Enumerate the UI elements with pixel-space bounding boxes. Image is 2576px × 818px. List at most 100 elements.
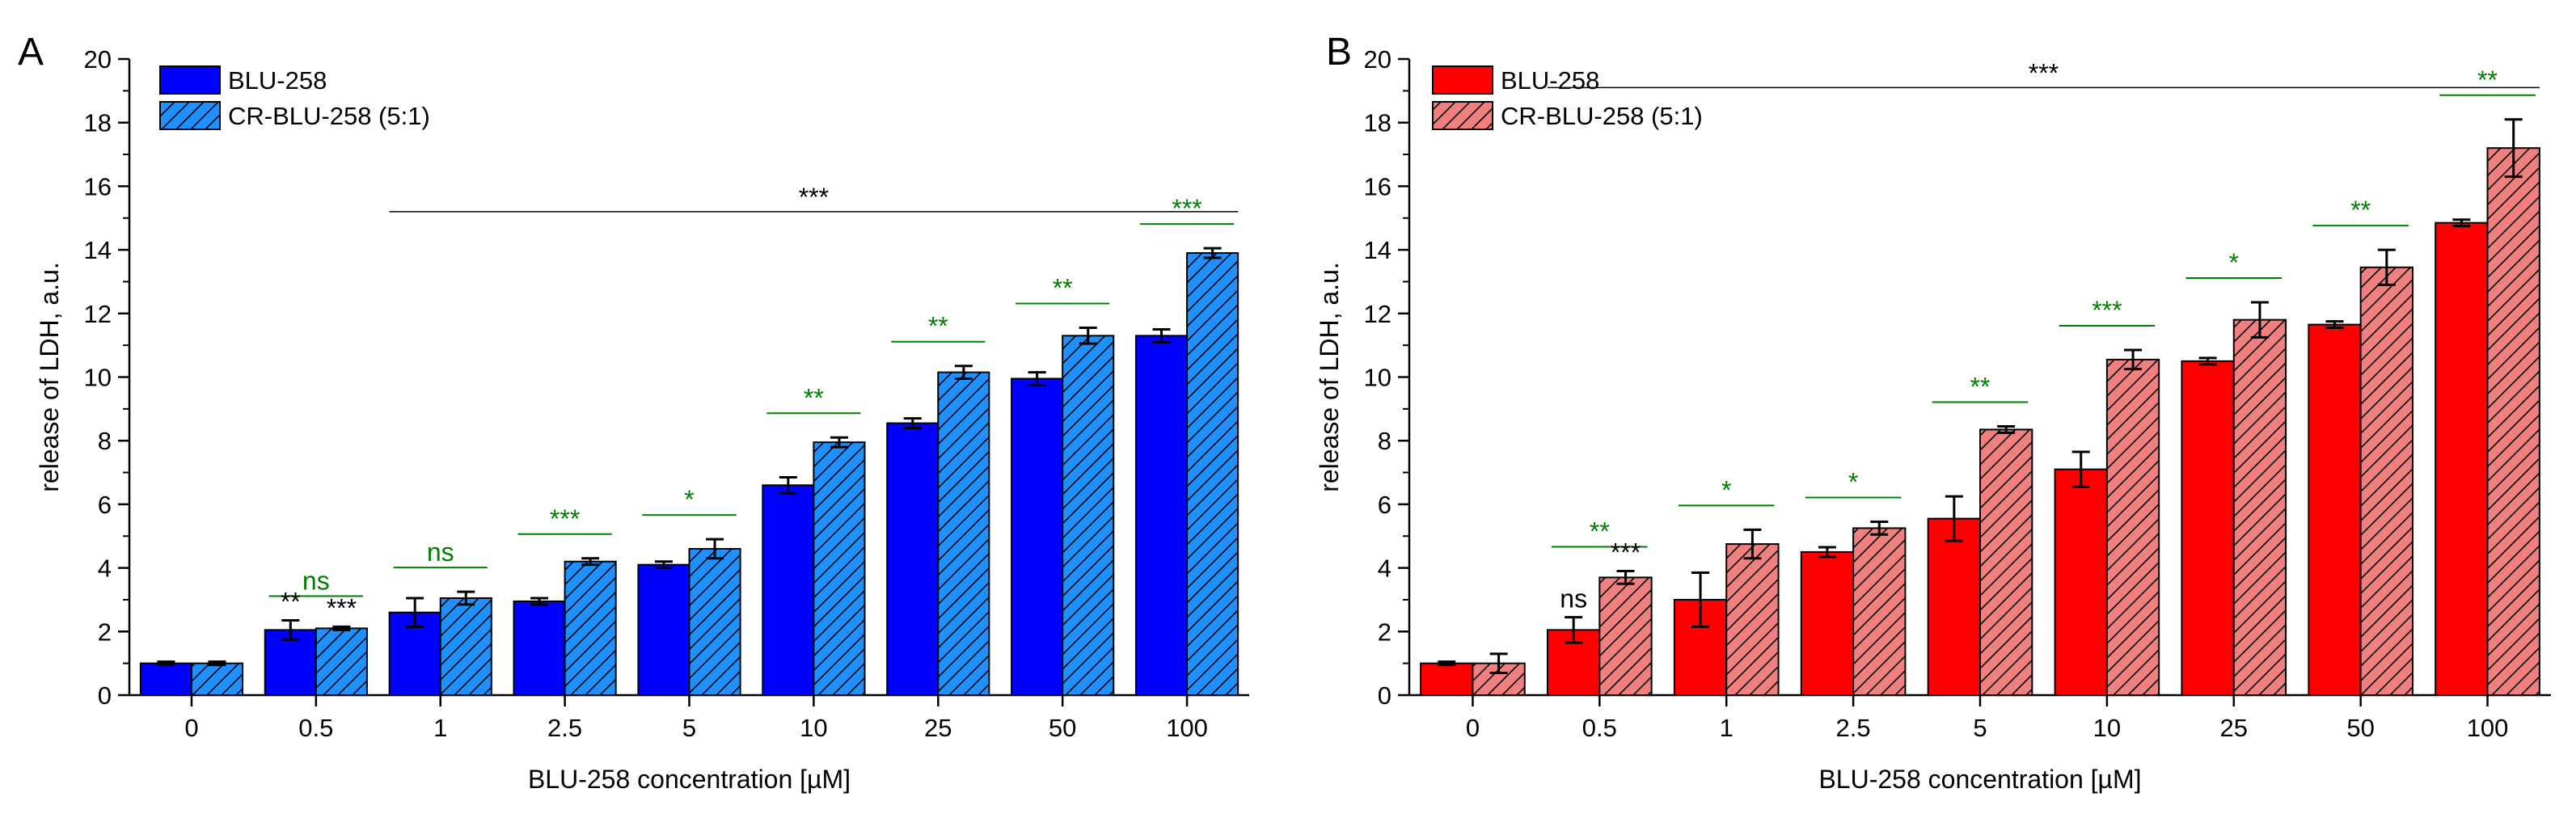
significance-label: *** [2092, 296, 2122, 325]
significance-label: * [1848, 468, 1858, 497]
panel-label: B [1326, 31, 1352, 74]
y-axis-label: release of LDH, a.u. [1315, 262, 1344, 492]
y-tick-label: 12 [1364, 300, 1391, 328]
bar-series-1 [637, 563, 690, 696]
bar-series-2 [1725, 543, 1780, 697]
bar-series-2 [2232, 318, 2287, 696]
x-tick-label: 50 [1049, 714, 1076, 742]
legend-label: CR-BLU-258 (5:1) [1501, 102, 1703, 130]
y-tick-label: 8 [98, 427, 112, 455]
y-tick-label: 0 [98, 681, 112, 710]
x-tick-label: 2.5 [547, 714, 582, 742]
significance-label: * [684, 485, 694, 514]
bar-series-1 [1134, 335, 1189, 696]
bar-series-2 [564, 560, 617, 696]
x-tick-label: 0.5 [1582, 714, 1617, 742]
x-tick-label: 100 [1166, 714, 1208, 742]
legend-label: CR-BLU-258 (5:1) [228, 102, 430, 130]
bar-series-1 [762, 484, 815, 696]
bar-series-2 [190, 662, 244, 697]
x-axis-label: BLU-258 concentration [µM] [528, 765, 851, 794]
span-significance-label: *** [2029, 58, 2059, 87]
bar-series-2 [2105, 358, 2160, 696]
y-tick-label: 16 [84, 172, 112, 200]
bar-series-1 [1800, 550, 1855, 696]
y-tick-label: 18 [1364, 109, 1391, 137]
legend-label: BLU-258 [228, 66, 327, 95]
x-axis-label: BLU-258 concentration [µM] [1818, 765, 2141, 794]
x-tick-label: 0 [1466, 714, 1480, 742]
significance-label: ns [427, 538, 454, 567]
significance-label: ns [302, 567, 330, 596]
x-tick-label: 100 [2467, 714, 2509, 742]
x-tick-label: 0.5 [298, 714, 333, 742]
bar-series-2 [937, 371, 990, 696]
x-tick-label: 1 [433, 714, 447, 742]
y-tick-label: 4 [98, 554, 112, 583]
x-tick-label: 10 [800, 714, 827, 742]
span-significance-label: *** [799, 183, 829, 212]
bar-series-2 [1852, 527, 1907, 696]
x-tick-label: 0 [184, 714, 198, 742]
bar-series-1 [2435, 221, 2489, 696]
significance-label: ** [1970, 372, 1991, 401]
bar-series-2 [813, 441, 866, 696]
bar-series-2 [1186, 252, 1239, 697]
y-tick-label: 8 [1378, 427, 1391, 455]
x-tick-label: 2.5 [1836, 714, 1871, 742]
significance-label: * [1721, 475, 1731, 504]
x-tick-label: 1 [1720, 714, 1734, 742]
bar-significance-label: *** [327, 593, 357, 622]
significance-label: ** [1590, 517, 1610, 546]
bar-series-1 [1011, 377, 1064, 696]
bar-series-1 [513, 600, 566, 696]
panel-a: A 0 2 4 6 8 10 12 14 16 18 20 release of LDH, a.u. 0 0… [18, 31, 1249, 794]
y-tick-label: 6 [98, 491, 112, 519]
significance-label: ** [1053, 274, 1073, 303]
legend-swatch [1432, 101, 1493, 130]
y-tick-label: 6 [1378, 491, 1391, 519]
x-tick-label: 50 [2346, 714, 2374, 742]
x-tick-label: 10 [2093, 714, 2121, 742]
bar-series-2 [1979, 428, 2033, 696]
bar-series-2 [439, 597, 492, 696]
y-tick-label: 10 [84, 364, 112, 392]
y-tick-label: 16 [1364, 172, 1391, 200]
bar-series-1 [1927, 517, 1981, 696]
y-tick-label: 18 [84, 109, 112, 137]
bar-series-1 [2181, 360, 2235, 696]
bar-series-1 [2054, 468, 2108, 696]
bar-series-1 [886, 422, 940, 696]
significance-label: *** [1172, 194, 1201, 223]
panel-label: A [18, 31, 44, 74]
x-tick-label: 5 [682, 714, 696, 742]
x-tick-label: 25 [2220, 714, 2248, 742]
bar-series-2 [1062, 335, 1115, 696]
bar-significance-label: *** [1611, 538, 1641, 567]
y-tick-label: 12 [84, 300, 112, 328]
bar-series-2 [1598, 576, 1653, 697]
bar-series-2 [688, 547, 741, 696]
significance-label: ** [804, 383, 824, 412]
y-tick-label: 20 [84, 45, 112, 74]
bar-series-1 [1420, 662, 1474, 697]
bar-series-1 [2308, 323, 2362, 696]
legend-swatch [159, 101, 221, 130]
bar-series-2 [2359, 266, 2413, 696]
legend-swatch [1432, 65, 1493, 95]
y-tick-label: 2 [1378, 618, 1391, 646]
bar-series-2 [2486, 147, 2540, 696]
x-tick-label: 5 [1973, 714, 1987, 742]
y-tick-label: 0 [1378, 681, 1391, 710]
x-tick-label: 25 [924, 714, 952, 742]
y-tick-label: 2 [98, 618, 112, 646]
bar-significance-label: ** [281, 588, 301, 617]
y-tick-label: 10 [1364, 364, 1391, 392]
y-tick-label: 14 [84, 236, 112, 264]
panel-b: B 0 2 4 6 8 10 12 14 16 18 20 release of LDH, a.u. 0 0… [1315, 31, 2551, 794]
bar-series-2 [315, 627, 368, 696]
bar-series-1 [139, 662, 192, 697]
y-axis-label: release of LDH, a.u. [35, 262, 64, 492]
